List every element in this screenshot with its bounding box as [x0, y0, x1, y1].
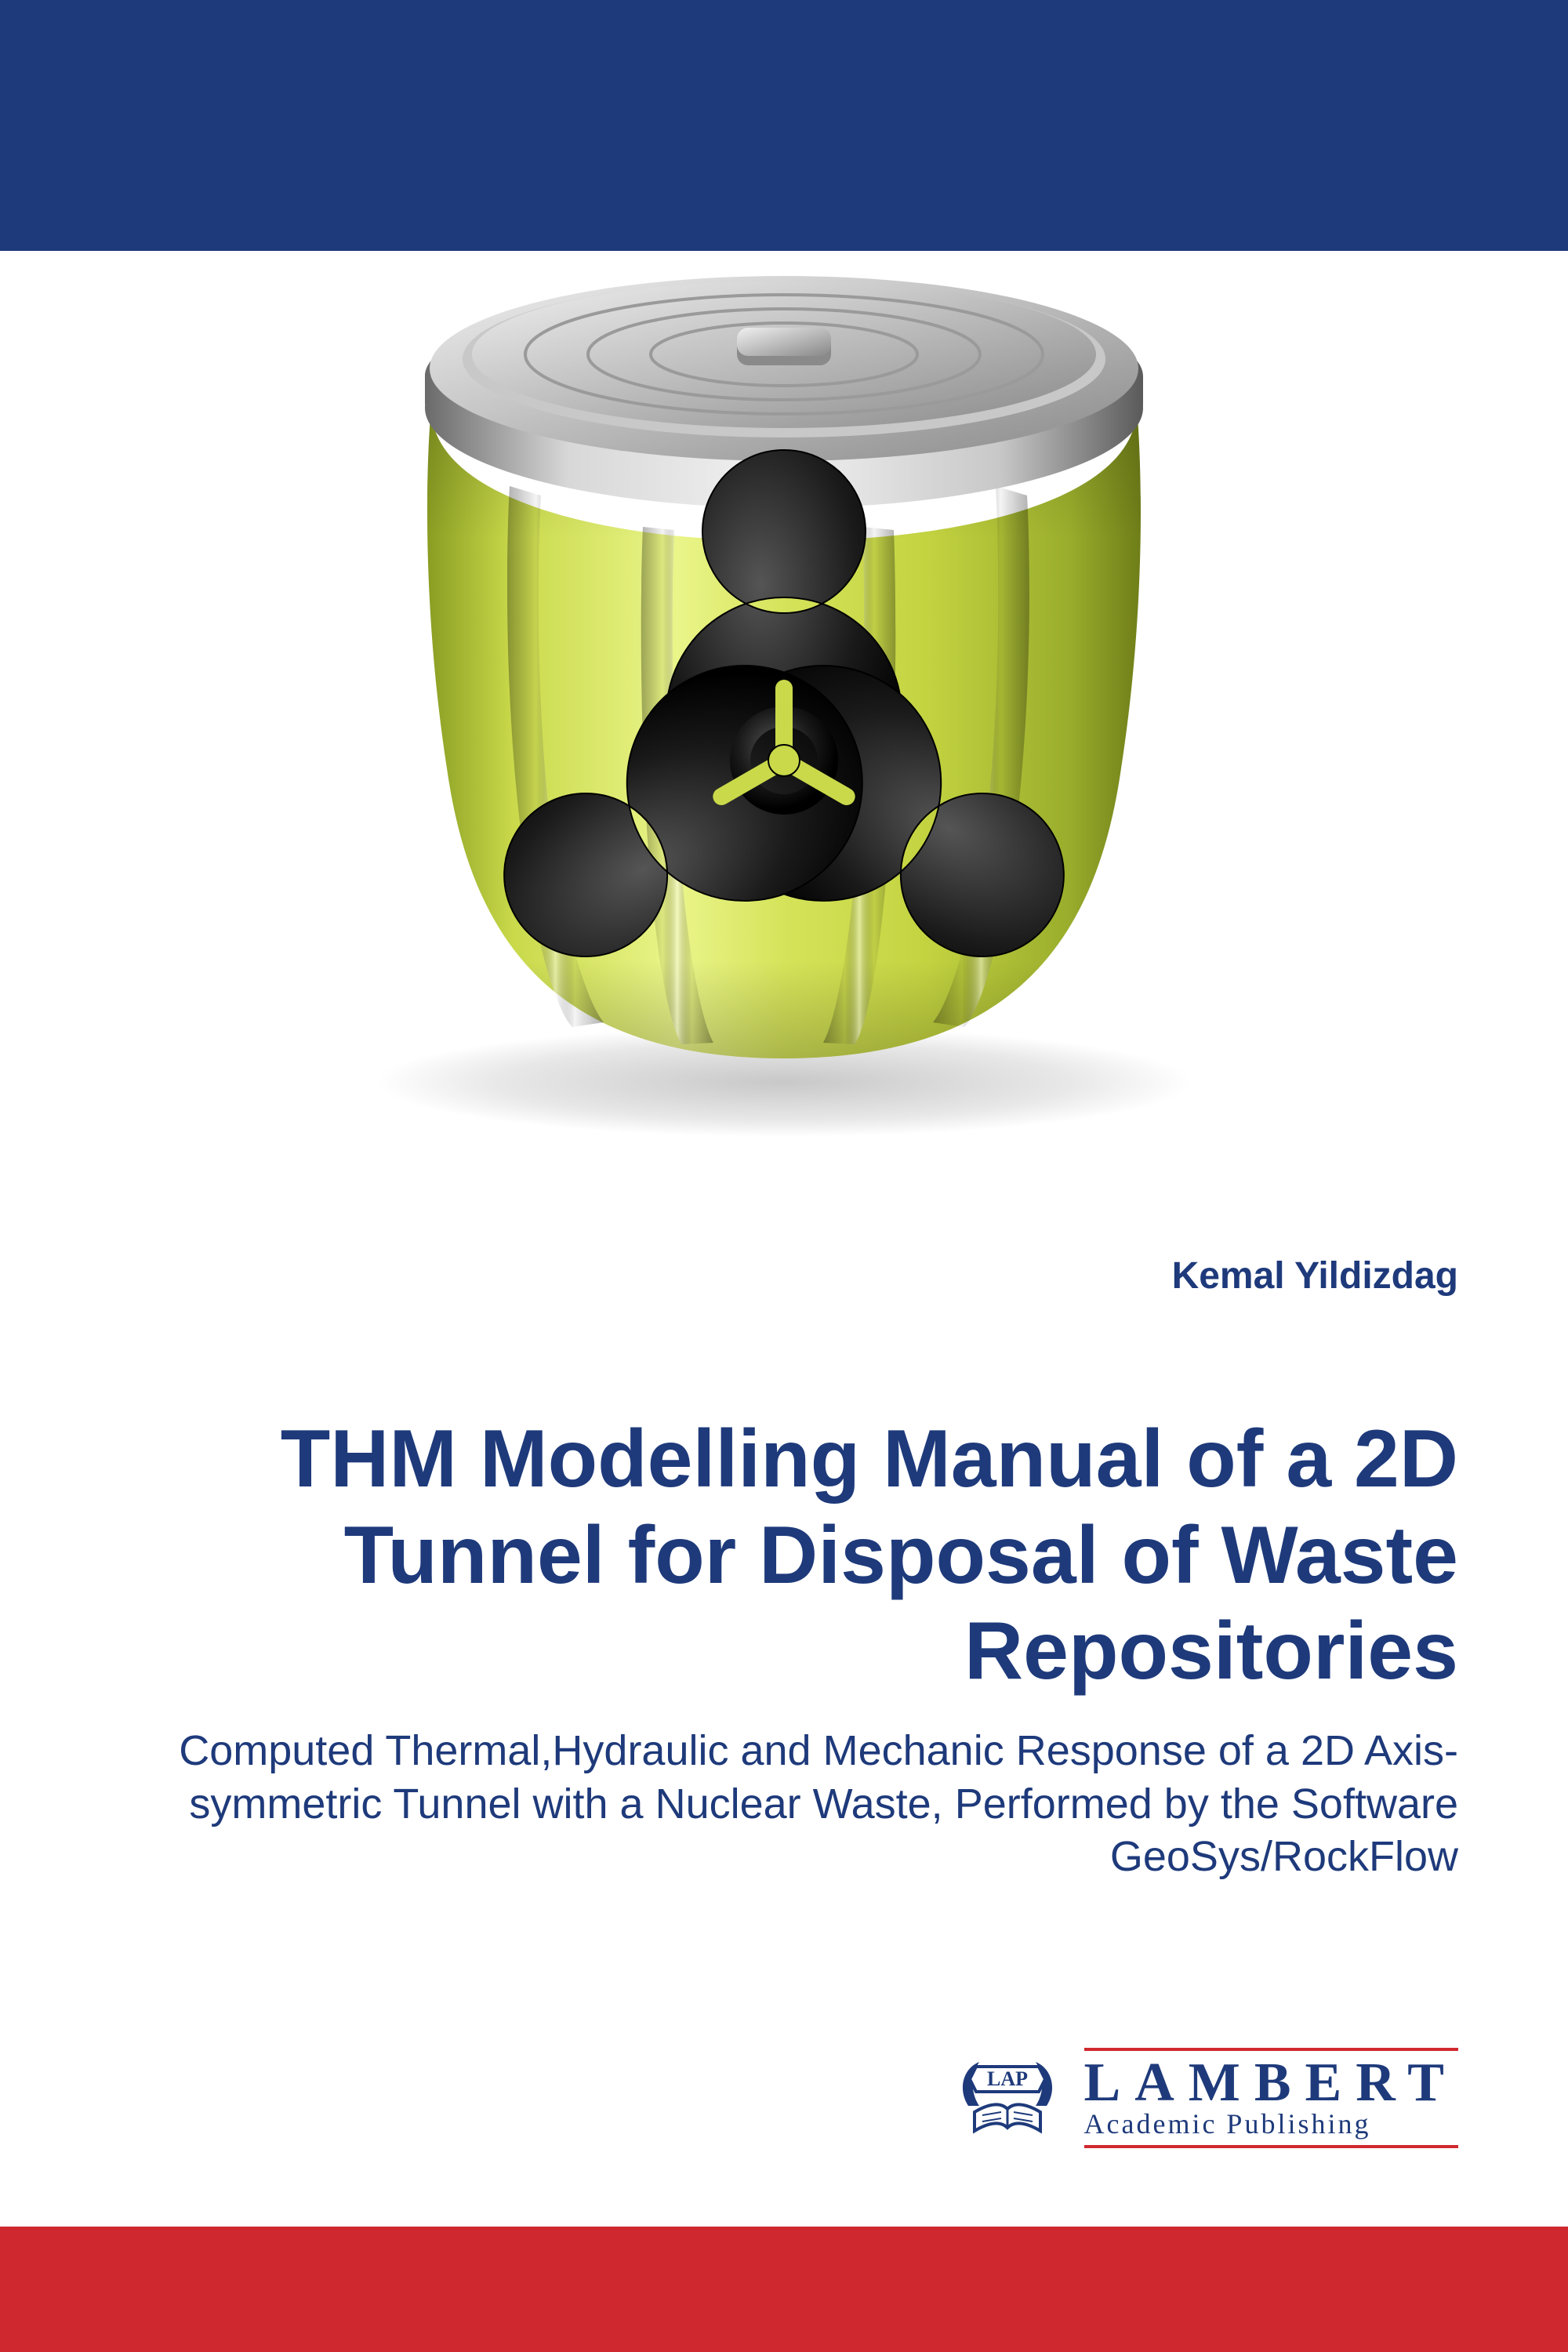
book-subtitle: Computed Thermal,Hydraulic and Mechanic …: [125, 1725, 1458, 1884]
author-name: Kemal Yildizdag: [1172, 1254, 1458, 1298]
publisher-name: LAMBERT: [1084, 2048, 1458, 2111]
publisher-logo-text: LAP: [987, 2067, 1028, 2090]
publisher-subline: Academic Publishing: [1084, 2107, 1458, 2148]
publisher-block: LAP LAMBERT Academic Publishing: [953, 2048, 1458, 2148]
bottom-color-band: [0, 2227, 1568, 2352]
waste-bin-illustration: [314, 204, 1254, 1145]
publisher-logo-icon: LAP: [953, 2051, 1062, 2145]
book-title: THM Modelling Manual of a 2D Tunnel for …: [94, 1411, 1458, 1700]
cover-illustration: [0, 251, 1568, 1192]
